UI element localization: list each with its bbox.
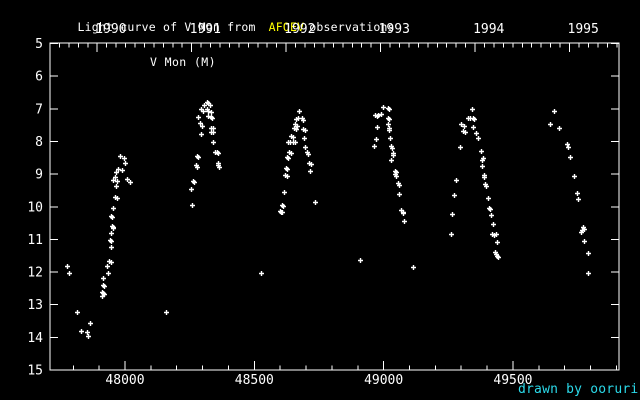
year-label: 1993: [379, 22, 410, 37]
y-tick-label: 11: [27, 233, 43, 248]
year-label: 1991: [190, 22, 221, 37]
y-tick-label: 15: [27, 364, 43, 379]
year-label: 1990: [95, 22, 126, 37]
title-highlight-afoev: AFOEV: [268, 20, 305, 34]
credit-label: drawn by ooruri: [518, 382, 639, 397]
x-axis-bottom: 48000 48500 49000 49500: [72, 361, 617, 388]
y-tick-label: 10: [27, 200, 43, 215]
year-label: 1994: [473, 22, 504, 37]
data-points: [65, 100, 591, 339]
y-tick-label: 9: [35, 168, 43, 183]
x-tick-label: 48000: [105, 373, 144, 388]
x-tick-label: 49000: [364, 373, 403, 388]
title-text: Light curve of V Mon from: [77, 20, 256, 34]
y-tick-label: 6: [35, 70, 43, 85]
chart-title: Light curve of V Mon from AFOEV observatio…: [49, 6, 395, 34]
star-name-label: V Mon (M): [150, 55, 216, 69]
x-tick-label: 49500: [493, 373, 532, 388]
plot-frame: [49, 42, 620, 371]
y-tick-label: 12: [27, 266, 43, 281]
year-label: 1992: [284, 22, 315, 37]
title-text-observations: observations: [309, 20, 395, 34]
year-label: 1995: [568, 22, 599, 37]
x-tick-label: 48500: [235, 373, 274, 388]
y-axis: 5 6 7 8 9 10 11 12 13 14 15: [27, 37, 619, 379]
y-tick-label: 7: [35, 102, 43, 117]
y-tick-label: 5: [35, 37, 43, 52]
y-tick-label: 13: [27, 298, 43, 313]
x-axis-top: 1990 1991 1992 1993 1994 1995: [58, 22, 618, 52]
y-tick-label: 14: [27, 331, 43, 346]
y-tick-label: 8: [35, 135, 43, 150]
